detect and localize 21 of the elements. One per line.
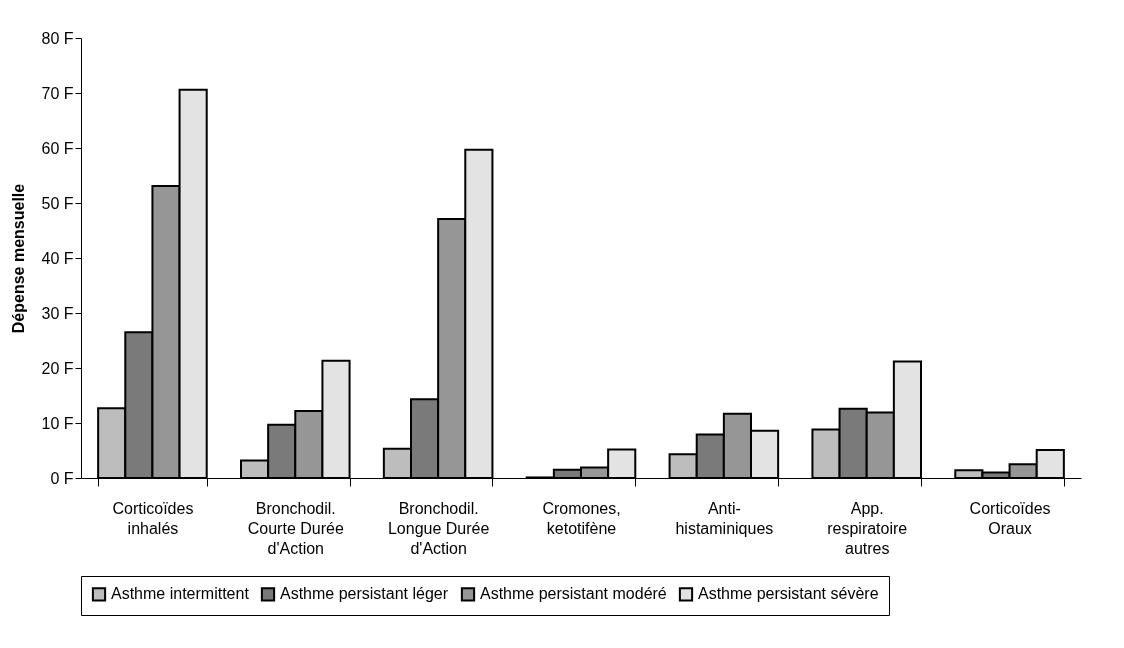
y-tick-label: 50 F	[41, 194, 74, 212]
x-tick-label: Anti-histaminiques	[675, 499, 774, 537]
y-tick-label: 20 F	[41, 359, 74, 377]
y-tick-label: 70 F	[41, 84, 74, 102]
x-tick-label: Cromones, ketotifène	[542, 499, 621, 537]
y-tick-label: 40 F	[41, 249, 74, 267]
legend-label: Asthme intermittent	[111, 585, 250, 603]
y-tick-label: 10 F	[41, 414, 74, 432]
x-tick-label: App. respiratoire autres	[827, 499, 908, 557]
y-tick-label: 60 F	[41, 139, 74, 157]
y-tick-label: 0 F	[50, 469, 74, 487]
x-tick-label: Corticoïdes inhalés	[112, 499, 194, 537]
y-tick-label: 80 F	[41, 29, 74, 47]
y-axis-title: Dépense mensuelle	[10, 183, 28, 334]
y-tick-label: 30 F	[41, 304, 74, 322]
x-tick-label: Bronchodil. Courte Durée d'Action	[247, 499, 344, 557]
legend-label: Asthme persistant sévère	[698, 585, 879, 603]
legend-label: Asthme persistant modéré	[480, 585, 667, 603]
x-tick-label: Corticoïdes Oraux	[969, 499, 1051, 537]
x-tick-label: Bronchodil. Longue Durée d'Action	[387, 499, 490, 557]
legend-label: Asthme persistant léger	[280, 585, 449, 603]
